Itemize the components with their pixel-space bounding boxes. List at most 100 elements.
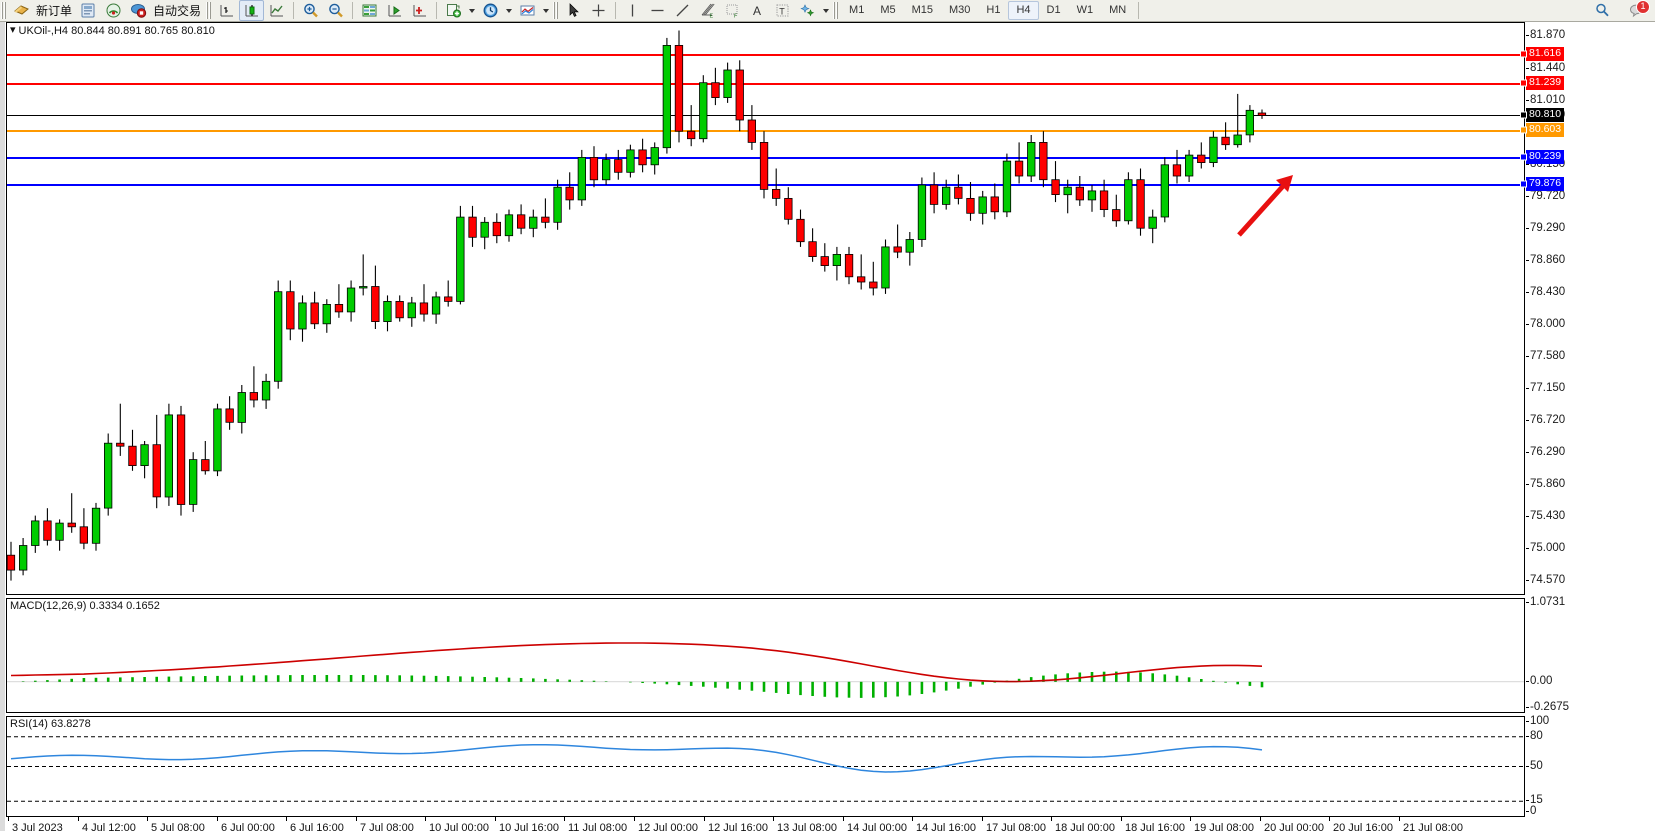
timeframe-m30[interactable]: M30 xyxy=(949,4,971,16)
rsi-pane[interactable]: RSI(14) 63.8278 xyxy=(6,716,1525,817)
toolbar-grip[interactable] xyxy=(1,2,6,19)
time-axis-label: 21 Jul 08:00 xyxy=(1399,817,1463,834)
line-chart-button[interactable] xyxy=(264,0,289,21)
timeframe-m1[interactable]: M1 xyxy=(849,4,865,16)
expert-advisors-button[interactable] xyxy=(76,0,101,21)
hline-button[interactable] xyxy=(645,0,670,21)
price-level-handle-1[interactable] xyxy=(1520,79,1527,86)
indicators-button[interactable] xyxy=(441,0,466,21)
time-axis[interactable]: 3 Jul 2023 4 Jul 12:00 5 Jul 08:00 6 Jul 00… xyxy=(6,817,1525,840)
macd-pane[interactable]: MACD(12,26,9) 0.3334 0.1652 xyxy=(6,598,1525,713)
timeframe-d1[interactable]: D1 xyxy=(1046,4,1061,16)
channel-button[interactable]: F xyxy=(720,0,745,21)
svg-text:A: A xyxy=(753,4,761,18)
time-axis-label: 18 Jul 16:00 xyxy=(1121,817,1185,834)
chart-shift-button[interactable] xyxy=(382,0,407,21)
signals-button[interactable] xyxy=(101,0,126,21)
cursor-button[interactable] xyxy=(561,0,586,21)
new-order-button[interactable] xyxy=(9,0,34,21)
timeframe-m5[interactable]: M5 xyxy=(880,4,896,16)
crosshair-button[interactable] xyxy=(586,0,611,21)
zoom-out-button[interactable] xyxy=(323,0,348,21)
price-level-line-pivot-3[interactable] xyxy=(7,130,1524,132)
timeframe-h4[interactable]: H4 xyxy=(1008,1,1039,20)
toolbar-separator-3 xyxy=(436,2,438,19)
price-tick: 78.860 xyxy=(1525,254,1566,267)
toolbar-separator-2 xyxy=(352,2,354,19)
toolbar-separator-4 xyxy=(615,2,617,19)
vline-button[interactable] xyxy=(620,0,645,21)
price-tick: 75.000 xyxy=(1525,542,1566,555)
price-tick: 77.580 xyxy=(1525,349,1566,362)
autotrading-icon-button[interactable] xyxy=(126,0,151,21)
price-level-tag-resistance-1[interactable]: 81.239 xyxy=(1526,75,1565,90)
price-tick: 78.000 xyxy=(1525,318,1566,331)
zoom-in-button[interactable] xyxy=(298,0,323,21)
rsi-tick: 15 xyxy=(1526,794,1543,807)
chevron-down-icon[interactable]: ▾ xyxy=(10,24,16,36)
time-axis-label: 10 Jul 16:00 xyxy=(495,817,559,834)
price-level-tag-last-price-2[interactable]: 80.810 xyxy=(1526,107,1565,122)
price-level-handle-5[interactable] xyxy=(1520,180,1527,188)
shapes-button[interactable] xyxy=(795,0,820,21)
rsi-plot-area[interactable] xyxy=(7,717,1524,816)
price-level-tag-resistance-0[interactable]: 81.616 xyxy=(1526,47,1565,62)
price-tick: 77.150 xyxy=(1525,381,1566,394)
price-level-tag-pivot-3[interactable]: 80.603 xyxy=(1526,123,1565,137)
macd-plot-area[interactable] xyxy=(7,599,1524,712)
price-level-tag-support-5[interactable]: 79.876 xyxy=(1526,177,1565,192)
auto-scroll-button[interactable] xyxy=(407,0,432,21)
autotrading-label[interactable]: 自动交易 xyxy=(153,4,202,18)
time-axis-label: 14 Jul 00:00 xyxy=(843,817,907,834)
chat-icon[interactable]: 1 xyxy=(1624,0,1650,21)
price-level-handle-4[interactable] xyxy=(1520,153,1527,161)
macd-tick: -0.2675 xyxy=(1525,701,1570,713)
price-tick: 76.290 xyxy=(1525,445,1566,458)
indicators-caret-icon[interactable] xyxy=(469,8,476,13)
toolbar-grip-2[interactable] xyxy=(206,2,212,19)
chart-vertical-scrollbar[interactable] xyxy=(0,22,6,831)
fibonacci-button[interactable]: E xyxy=(695,0,720,21)
toolbar-grip-3[interactable] xyxy=(553,2,559,19)
price-level-line-resistance-1[interactable] xyxy=(7,82,1524,85)
price-level-handle-2[interactable] xyxy=(1520,111,1527,119)
price-level-tag-support-4[interactable]: 80.239 xyxy=(1526,150,1565,165)
trendline-button[interactable] xyxy=(670,0,695,21)
search-icon[interactable] xyxy=(1590,0,1615,21)
period-caret-icon[interactable] xyxy=(506,8,513,13)
new-order-label[interactable]: 新订单 xyxy=(36,4,73,18)
period-button[interactable] xyxy=(478,0,503,21)
price-tick: 81.010 xyxy=(1525,93,1566,106)
timeframe-w1[interactable]: W1 xyxy=(1076,4,1094,16)
toolbar-grip-4[interactable] xyxy=(833,2,839,19)
text-label-button[interactable]: T xyxy=(770,0,795,21)
toolbar-right-group: 1 xyxy=(1590,0,1650,21)
price-level-handle-0[interactable] xyxy=(1520,50,1527,58)
text-button[interactable]: A xyxy=(745,0,770,21)
price-level-line-resistance-0[interactable] xyxy=(7,54,1524,57)
time-axis-label: 7 Jul 08:00 xyxy=(356,817,414,834)
price-axis[interactable]: 81.87081.44081.01080.81080.15079.72079.2… xyxy=(1520,22,1655,595)
price-level-handle-3[interactable] xyxy=(1520,126,1527,134)
time-axis-label: 19 Jul 08:00 xyxy=(1190,817,1254,834)
templates-caret-icon[interactable] xyxy=(543,8,550,13)
price-pane[interactable]: ▾ UKOil-,H4 80.844 80.891 80.765 80.810 xyxy=(6,22,1525,595)
time-axis-label: 14 Jul 16:00 xyxy=(912,817,976,834)
macd-tick: 1.0731 xyxy=(1525,596,1566,608)
bar-chart-button[interactable] xyxy=(214,0,239,21)
timeframe-mn[interactable]: MN xyxy=(1109,4,1127,16)
macd-axis: 1.0731 0.00 -0.2675 xyxy=(1525,596,1655,713)
price-plot-area[interactable] xyxy=(7,23,1524,594)
time-axis-label: 6 Jul 16:00 xyxy=(286,817,344,834)
candlestick-chart-button[interactable] xyxy=(239,0,265,21)
shapes-caret-icon[interactable] xyxy=(823,8,830,13)
price-tick: 79.290 xyxy=(1525,222,1566,234)
price-level-line-last-price-2[interactable] xyxy=(7,115,1524,117)
chart-title: ▾ UKOil-,H4 80.844 80.891 80.765 80.810 xyxy=(10,24,215,37)
rsi-axis: 100 80 50 15 0 xyxy=(1525,715,1655,817)
grid-button[interactable] xyxy=(357,0,382,21)
time-axis-label: 12 Jul 16:00 xyxy=(704,817,768,834)
timeframe-h1[interactable]: H1 xyxy=(986,4,1001,16)
templates-button[interactable] xyxy=(515,0,540,21)
timeframe-m15[interactable]: M15 xyxy=(911,4,933,16)
